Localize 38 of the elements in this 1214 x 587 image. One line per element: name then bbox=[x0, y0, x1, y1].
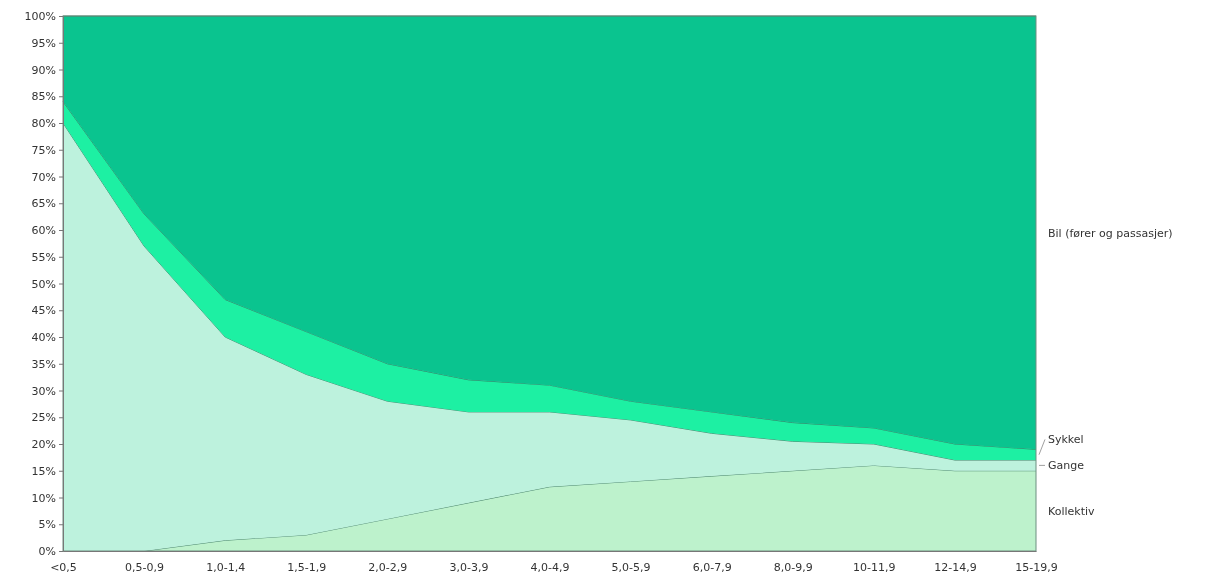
x-tick-label: 12-14,9 bbox=[934, 560, 977, 574]
y-tick-label: 20% bbox=[31, 438, 56, 452]
y-tick-label: 75% bbox=[31, 143, 56, 157]
y-tick-label: 45% bbox=[31, 304, 56, 318]
x-tick-label: 4,0-4,9 bbox=[530, 560, 570, 574]
x-tick-label: 15-19,9 bbox=[1015, 560, 1058, 574]
y-tick-label: 65% bbox=[31, 197, 56, 211]
series-label: Bil (fører og passasjer) bbox=[1048, 226, 1173, 240]
y-tick-label: 95% bbox=[31, 36, 56, 50]
y-tick-label: 90% bbox=[31, 63, 56, 77]
y-tick-label: 5% bbox=[38, 518, 56, 532]
series-label: Sykkel bbox=[1048, 433, 1084, 447]
x-tick-label: 3,0-3,9 bbox=[449, 560, 489, 574]
y-tick-label: 30% bbox=[31, 384, 56, 398]
x-tick-label: 1,0-1,4 bbox=[206, 560, 246, 574]
x-tick-label: 5,0-5,9 bbox=[611, 560, 651, 574]
x-tick-label: 1,5-1,9 bbox=[287, 560, 327, 574]
x-tick-label: <0,5 bbox=[50, 560, 77, 574]
y-tick-label: 55% bbox=[31, 250, 56, 264]
x-tick-label: 10-11,9 bbox=[853, 560, 896, 574]
x-tick-label: 8,0-9,9 bbox=[773, 560, 813, 574]
y-tick-label: 40% bbox=[31, 331, 56, 345]
y-tick-label: 60% bbox=[31, 224, 56, 238]
y-tick-label: 80% bbox=[31, 117, 56, 131]
y-tick-label: 85% bbox=[31, 90, 56, 104]
y-tick-label: 100% bbox=[24, 10, 56, 24]
y-tick-label: 15% bbox=[31, 464, 56, 478]
y-tick-label: 70% bbox=[31, 170, 56, 184]
y-tick-label: 0% bbox=[38, 545, 56, 559]
x-tick-label: 2,0-2,9 bbox=[368, 560, 408, 574]
series-label: Gange bbox=[1048, 459, 1085, 473]
y-tick-label: 10% bbox=[31, 491, 56, 505]
series-label: Kollektiv bbox=[1048, 504, 1096, 518]
y-tick-label: 25% bbox=[31, 411, 56, 425]
y-tick-label: 50% bbox=[31, 277, 56, 291]
x-tick-label: 0,5-0,9 bbox=[125, 560, 165, 574]
x-tick-label: 6,0-7,9 bbox=[692, 560, 732, 574]
y-tick-label: 35% bbox=[31, 357, 56, 371]
